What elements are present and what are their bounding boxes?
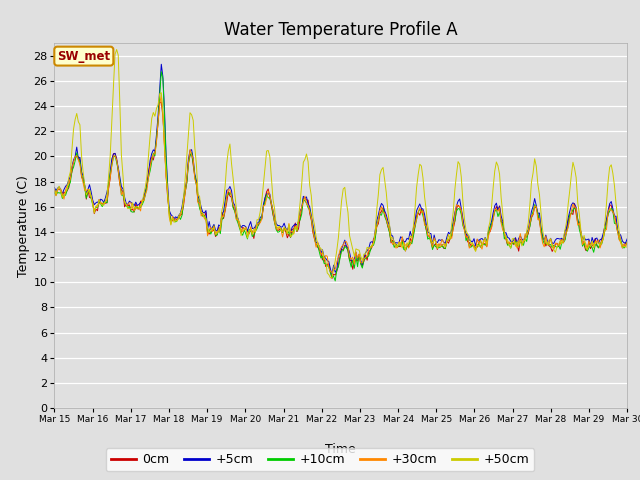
+30cm [223,195,230,201]
+5cm [51,185,58,191]
+10cm [623,240,631,245]
Title: Water Temperature Profile A: Water Temperature Profile A [224,21,458,39]
+50cm [242,225,250,230]
+5cm [242,224,250,230]
0cm [51,186,58,192]
0cm [328,276,336,281]
+5cm [303,194,310,200]
0cm [242,226,250,232]
+10cm [51,190,58,196]
0cm [223,199,230,205]
+5cm [595,240,602,246]
0cm [157,99,165,105]
Y-axis label: Temperature (C): Temperature (C) [17,175,31,276]
+10cm [121,199,129,205]
+10cm [303,200,310,206]
+50cm [303,151,310,157]
X-axis label: Time: Time [325,444,356,456]
0cm [595,245,602,251]
+50cm [223,161,230,167]
Line: +5cm: +5cm [54,64,627,274]
+50cm [113,47,120,52]
0cm [303,197,310,203]
+10cm [332,278,339,284]
0cm [121,204,129,210]
Line: +50cm: +50cm [54,49,627,278]
+30cm [242,224,250,230]
+30cm [252,229,259,235]
Text: SW_met: SW_met [57,49,110,62]
+50cm [326,275,334,281]
+10cm [223,193,230,199]
Line: +30cm: +30cm [54,95,627,273]
+10cm [242,231,250,237]
+30cm [595,237,602,243]
+30cm [328,270,336,276]
+10cm [157,69,165,74]
+5cm [252,224,259,229]
+50cm [623,244,631,250]
+50cm [51,186,58,192]
+30cm [157,92,165,97]
Legend: 0cm, +5cm, +10cm, +30cm, +50cm: 0cm, +5cm, +10cm, +30cm, +50cm [106,448,534,471]
+10cm [252,228,259,234]
Line: 0cm: 0cm [54,102,627,278]
+5cm [328,271,336,277]
+50cm [252,229,259,235]
0cm [623,242,631,248]
+5cm [157,61,165,67]
+30cm [623,240,631,245]
+50cm [595,240,602,246]
+5cm [121,194,129,200]
+30cm [303,201,310,207]
Line: +10cm: +10cm [54,72,627,281]
+30cm [121,198,129,204]
+30cm [51,188,58,193]
+50cm [122,202,130,207]
0cm [252,225,259,231]
+10cm [595,245,602,251]
+5cm [223,187,230,193]
+5cm [623,236,631,242]
